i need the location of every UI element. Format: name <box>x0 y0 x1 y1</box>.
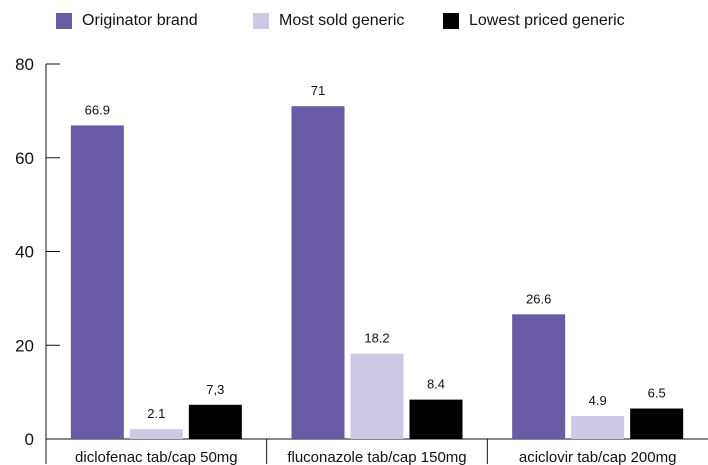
chart-legend: Originator brand Most sold generic Lowes… <box>0 8 708 36</box>
legend-swatch-lowest-priced <box>443 13 459 29</box>
bar-value-label: 26.6 <box>526 291 551 306</box>
y-tick-label: 20 <box>15 336 34 355</box>
bar <box>70 125 124 439</box>
legend-swatch-most-sold <box>253 13 269 29</box>
bar <box>512 314 566 439</box>
bar-value-label: 4.9 <box>589 393 607 408</box>
bar <box>291 106 345 439</box>
bar-value-label: 71 <box>311 83 325 98</box>
bar-value-label: 8.4 <box>427 377 445 392</box>
y-tick-label: 60 <box>15 149 34 168</box>
bar-value-label: 6.5 <box>648 386 666 401</box>
y-tick-label: 80 <box>15 55 34 74</box>
legend-label-most-sold: Most sold generic <box>279 12 405 29</box>
bar-value-label: 18.2 <box>364 331 389 346</box>
bar-value-label: 66.9 <box>85 102 110 117</box>
bar-value-label: 7,3 <box>206 382 224 397</box>
bar <box>630 408 684 439</box>
legend-label-originator: Originator brand <box>82 12 198 29</box>
bar <box>571 416 625 439</box>
legend-item-originator: Originator brand <box>56 12 198 30</box>
y-tick-label: 0 <box>25 430 34 449</box>
x-category-label: fluconazole tab/cap 150mg <box>287 449 466 465</box>
bar <box>188 404 242 439</box>
legend-swatch-originator <box>56 13 72 29</box>
bar-value-label: 2.1 <box>147 406 165 421</box>
bar <box>350 353 404 439</box>
legend-item-most-sold: Most sold generic <box>253 12 404 30</box>
y-tick-label: 40 <box>15 243 34 262</box>
x-category-label: aciclovir tab/cap 200mg <box>519 449 677 465</box>
bar <box>409 399 463 439</box>
legend-item-lowest-priced: Lowest priced generic <box>443 12 625 30</box>
x-category-label: diclofenac tab/cap 50mg <box>75 449 238 465</box>
bar <box>129 429 183 439</box>
legend-label-lowest-priced: Lowest priced generic <box>469 12 625 29</box>
